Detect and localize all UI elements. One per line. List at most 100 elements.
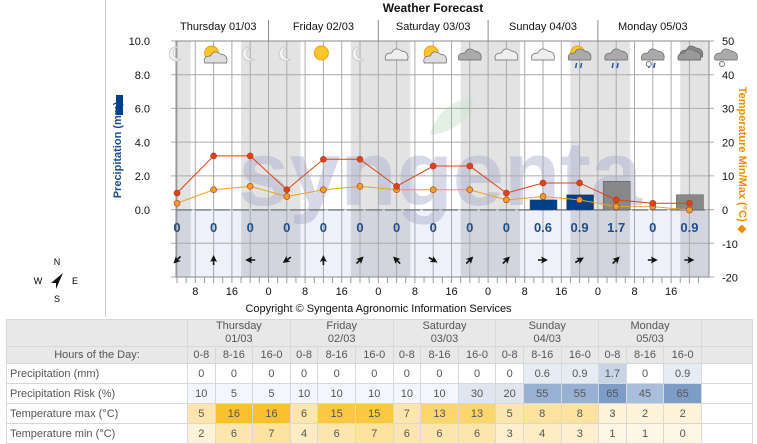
temp-min-point (356, 183, 364, 190)
x-tick-label: 8 (522, 286, 528, 298)
compass: N S W E (34, 257, 78, 304)
wind-arrow-icon (502, 256, 510, 265)
precip-label: 0 (210, 220, 217, 235)
precip-legend-swatch (116, 95, 123, 115)
precip-label: 0.9 (571, 220, 589, 235)
y-left-tick-label: 0.0 (135, 205, 150, 217)
day-header: Monday 05/03 (618, 21, 688, 33)
y-right-tick-label: 10 (722, 171, 734, 183)
compass-s: S (54, 294, 60, 304)
table-row: Temperature min (°C) 2 6 7 4 6 7 6 6 6 3 4 3 1 1 0 (6, 423, 753, 444)
value-cell: 10 (317, 383, 356, 404)
y-left-tick-label: 8.0 (135, 70, 150, 82)
wind-arrow-icon (428, 255, 438, 263)
cloud-shape (203, 51, 228, 64)
moon-icon (278, 46, 292, 62)
value-cell: 2 (187, 423, 216, 444)
day-date: 02/03 (327, 333, 356, 345)
table-row: Precipitation Risk (%) 10 5 5 10 10 10 10 10 30 20… (6, 383, 753, 404)
day-header-cell: Saturday 03/03 (392, 319, 497, 347)
hour-cell: 16-0 (663, 346, 702, 364)
value-cell: 15 (317, 403, 356, 424)
x-tick-label: 16 (336, 286, 348, 298)
cloud-night-icon (384, 48, 409, 61)
temp-max-point (539, 179, 547, 187)
table-row: Temperature max (°C) 5 16 16 6 15 15 7 13 13 5 8 8 3 2… (6, 403, 753, 424)
copyright: Copyright © Syngenta Agronomic Informati… (245, 303, 512, 315)
wind-arrow-shape (538, 256, 548, 264)
precip-label: 0 (356, 220, 363, 235)
cloud-shape (458, 48, 482, 61)
row-label: Temperature max (°C) (6, 403, 188, 424)
cloud-shape (641, 48, 665, 61)
temp-max-point (356, 156, 364, 163)
sun-cloud-icon (423, 45, 447, 64)
filler (701, 423, 753, 444)
temp-max-point (429, 162, 437, 170)
value-cell: 55 (560, 383, 600, 404)
x-tick-label: 0 (595, 286, 601, 298)
value-cell: 3 (598, 403, 627, 424)
y-left-tick-label: 4.0 (135, 137, 150, 149)
value-cell: 0 (252, 363, 291, 384)
day-header-cell: Friday 02/03 (289, 319, 394, 347)
value-cell: 6 (317, 423, 356, 444)
wind-arrow-shape (245, 256, 256, 264)
y-left-tick-label: 2.0 (135, 171, 150, 183)
precip-label: 0 (173, 220, 180, 235)
row-label: Precipitation (mm) (6, 363, 188, 384)
wind-arrow-icon (355, 256, 364, 265)
table-header-days: Thursday 01/03 Friday 02/03 Saturday 03/03 Sun… (6, 319, 753, 347)
hour-cell: 8-16 (214, 346, 254, 364)
compass-arrow-icon (51, 273, 63, 289)
value-cell: 16 (214, 403, 254, 424)
value-cell: 0 (457, 363, 497, 384)
hour-cell: 8-16 (522, 346, 562, 364)
hour-cell: 0-8 (495, 346, 524, 364)
snowflake (719, 61, 725, 67)
x-tick-label: 16 (445, 286, 457, 298)
precip-label: 0 (503, 220, 510, 235)
y-right-tick-label: 50 (722, 36, 734, 48)
hour-cell: 8-16 (420, 346, 459, 364)
temp-min-point (320, 186, 327, 194)
temp-min-point (429, 186, 437, 194)
cloud-shape (531, 48, 555, 61)
day-date: 03/03 (430, 333, 459, 345)
cloud-shape (677, 48, 702, 61)
temp-max-point (576, 179, 583, 187)
wind-arrow-shape (574, 257, 584, 265)
value-cell: 6 (214, 423, 254, 444)
wind-arrow-shape (502, 256, 510, 265)
temp-max-point (283, 186, 291, 194)
compass-e: E (72, 276, 78, 286)
cloud-shape (604, 48, 628, 61)
hour-cell: 0-8 (187, 346, 216, 364)
x-tick-label: 0 (485, 286, 491, 298)
temp-max-point (210, 152, 217, 160)
value-cell: 0 (392, 363, 422, 384)
hour-cell: 16-0 (560, 346, 600, 364)
value-cell: 5 (214, 383, 254, 404)
wind-arrow-shape (647, 256, 658, 264)
wind-arrow-icon (173, 255, 182, 264)
value-cell: 5 (252, 383, 291, 404)
table-row: Precipitation (mm) 0 0 0 0 0 0 0 0 0 0 0.6 0.9 1.7 0 0.… (6, 363, 753, 384)
x-tick-label: 16 (226, 286, 238, 298)
y-right-tick-label: 0 (722, 205, 728, 217)
value-cell: 5 (187, 403, 216, 424)
value-cell: 0 (214, 363, 254, 384)
rain-drops (611, 62, 619, 69)
value-cell: 13 (420, 403, 459, 424)
cloud-dark-icon (677, 45, 704, 61)
temp-max-point (612, 196, 620, 204)
day-date: 05/03 (636, 333, 664, 345)
cloud-night-icon (494, 48, 519, 61)
compass-n: N (54, 257, 61, 267)
hour-cell: 16-0 (457, 346, 497, 364)
temp-min-point (246, 183, 254, 190)
value-cell: 10 (392, 383, 422, 404)
cloud-shape (384, 48, 409, 61)
day-header: Thursday 01/03 (180, 21, 256, 33)
value-cell: 65 (663, 383, 702, 404)
